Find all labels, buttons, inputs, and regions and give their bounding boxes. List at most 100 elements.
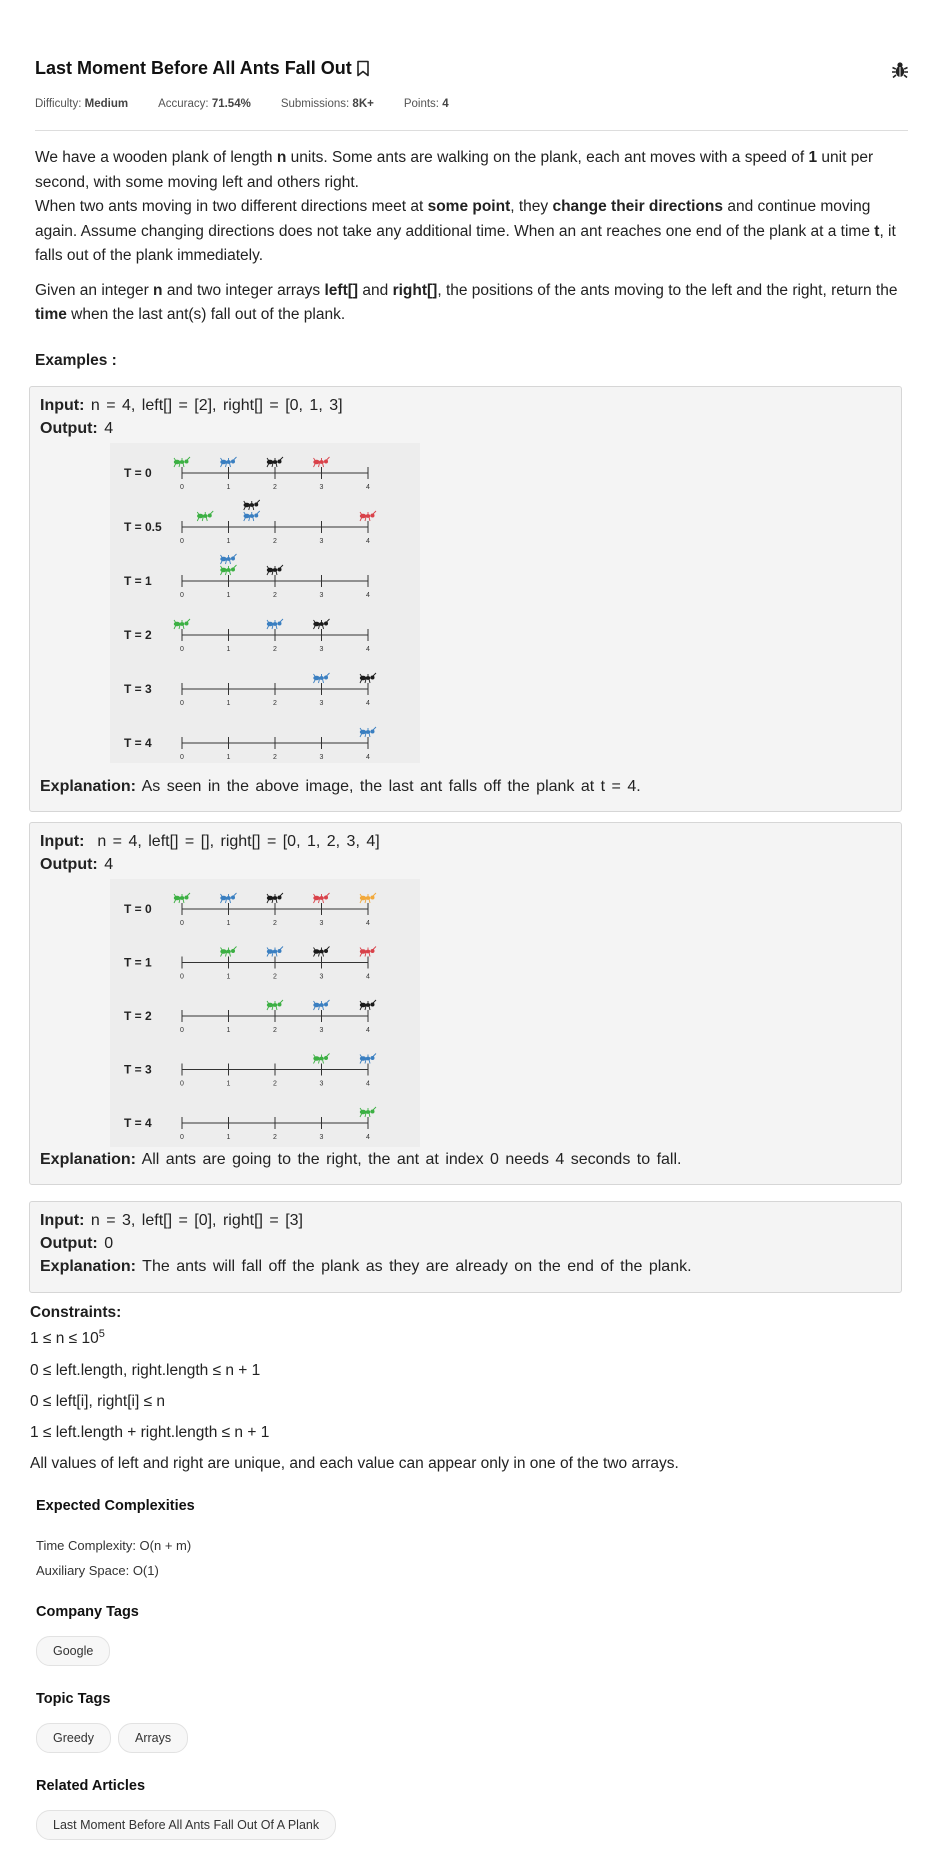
related-articles-heading: Related Articles — [36, 1778, 146, 1794]
topic-tag-greedy[interactable]: Greedy — [36, 1723, 111, 1753]
ex2-fig-ant-red — [313, 892, 330, 904]
example-2-explanation: Explanation: All ants are going to the r… — [40, 1151, 682, 1168]
ex2-fig-ant-blue — [266, 946, 284, 957]
ex1-fig-tick-label: 0 — [180, 700, 184, 707]
ex1-fig-row-label: T = 4 — [124, 736, 152, 750]
ex2-fig-row-label: T = 4 — [124, 1116, 152, 1130]
auxiliary-space: Auxiliary Space: O(1) — [36, 1563, 159, 1578]
ex1-fig-tick-label: 0 — [180, 592, 184, 599]
ex1-fig-ant-red — [359, 510, 377, 522]
ex2-fig-tick-label: 3 — [320, 920, 324, 927]
ex1-fig-ant-black — [243, 499, 261, 511]
divider — [35, 130, 908, 131]
ex2-fig-tick-label: 4 — [366, 1027, 370, 1034]
ex1-fig-tick-label: 4 — [366, 538, 370, 545]
example-1-explanation: Explanation: As seen in the above image,… — [40, 778, 641, 795]
ex2-fig-ant-blue — [359, 1053, 377, 1064]
problem-title: Last Moment Before All Ants Fall Out — [35, 58, 370, 79]
ex1-fig-tick-label: 2 — [273, 592, 277, 599]
ex2-fig-tick-label: 2 — [273, 1081, 277, 1088]
ex1-fig-tick-label: 4 — [366, 646, 370, 653]
accuracy: Accuracy: 71.54% — [158, 98, 251, 110]
ex1-fig-row-label: T = 0.5 — [124, 520, 162, 534]
constraints-heading: Constraints: — [30, 1304, 122, 1321]
ex1-fig-tick-label: 2 — [273, 754, 277, 761]
ex2-fig-row-label: T = 3 — [124, 1063, 152, 1077]
ex1-fig-tick-label: 2 — [273, 484, 277, 491]
desc-paragraph-2: When two ants moving in two different di… — [35, 198, 896, 264]
ex2-fig-tick-label: 4 — [366, 1134, 370, 1141]
ex2-fig-tick-label: 0 — [180, 920, 184, 927]
ex1-fig-tick-label: 1 — [227, 484, 231, 491]
bug-report-icon[interactable] — [890, 60, 910, 80]
ex1-fig-tick-label: 1 — [227, 592, 231, 599]
ex1-fig-row-label: T = 0 — [124, 466, 152, 480]
ex1-fig-tick-label: 3 — [320, 538, 324, 545]
ex1-fig-tick-label: 4 — [366, 592, 370, 599]
ex2-fig-tick-label: 2 — [273, 1134, 277, 1141]
example-3-input: Input: n = 3, left[] = [0], right[] = [3… — [40, 1212, 303, 1229]
ex2-fig-ant-green — [173, 892, 191, 904]
ex1-fig-ant-blue — [220, 553, 237, 565]
ex2-fig-tick-label: 2 — [273, 974, 277, 981]
ex2-fig-tick-label: 1 — [227, 1134, 231, 1141]
example-1-output: Output: 4 — [40, 420, 114, 437]
ex2-fig-tick-label: 0 — [180, 1081, 184, 1088]
ex1-fig-tick-label: 1 — [227, 700, 231, 707]
example-1-figure: T = 0 0 1 2 3 4 T = 0.5 0 1 2 3 4 T = 1 0 1 2 3 4 T = 2 0 1 2… — [110, 443, 420, 763]
ex1-fig-ant-black — [266, 456, 284, 468]
example-2-input: Input: n = 4, left[] = [], right[] = [0,… — [40, 833, 380, 850]
example-1: Input: n = 4, left[] = [2], right[] = [0… — [29, 386, 902, 812]
ex2-fig-ant-red — [359, 946, 377, 957]
ex2-fig-row-label: T = 0 — [124, 902, 152, 916]
example-2-figure: T = 0 0 1 2 3 4 T = 1 0 1 2 3 4 T = 2 0 1 2 3 4 T = 3 0 1 2 3 4… — [110, 879, 420, 1147]
ex1-fig-tick-label: 3 — [320, 484, 324, 491]
ex1-fig-ant-green — [173, 618, 191, 630]
ex1-fig-ant-red — [313, 456, 330, 468]
ex2-fig-ant-green — [220, 946, 237, 957]
ex1-fig-ant-black — [313, 618, 330, 630]
constraint-4: 1 ≤ left.length + right.length ≤ n + 1 — [30, 1424, 270, 1441]
points: Points: 4 — [403, 98, 449, 110]
ex1-fig-row-label: T = 1 — [124, 574, 152, 588]
ex1-fig-tick-label: 1 — [227, 538, 231, 545]
constraint-1: 1 ≤ n ≤ 105 — [30, 1328, 105, 1348]
ex1-fig-tick-label: 2 — [273, 700, 277, 707]
constraint-2: 0 ≤ left.length, right.length ≤ n + 1 — [30, 1362, 261, 1379]
ex2-fig-tick-label: 0 — [180, 974, 184, 981]
ex1-fig-tick-label: 1 — [227, 754, 231, 761]
company-tags-heading: Company Tags — [36, 1604, 139, 1620]
ex1-fig-tick-label: 1 — [227, 646, 231, 653]
ex1-fig-row-label: T = 2 — [124, 628, 152, 642]
ex1-fig-ant-blue — [359, 726, 377, 738]
ex2-fig-tick-label: 1 — [227, 974, 231, 981]
problem-title-text: Last Moment Before All Ants Fall Out — [35, 58, 352, 78]
ex2-fig-tick-label: 1 — [227, 920, 231, 927]
ex2-fig-ant-blue — [220, 892, 237, 904]
bookmark-icon[interactable] — [356, 60, 370, 77]
ex1-fig-tick-label: 3 — [320, 646, 324, 653]
ex1-fig-ant-blue — [243, 510, 261, 522]
ex1-fig-ant-blue — [266, 618, 284, 630]
example-2: Input: n = 4, left[] = [], right[] = [0,… — [29, 822, 902, 1185]
ex1-fig-tick-label: 4 — [366, 700, 370, 707]
submissions: Submissions: 8K+ — [280, 98, 374, 110]
ex1-fig-ant-blue — [220, 456, 237, 468]
title-row: Last Moment Before All Ants Fall Out — [35, 58, 910, 88]
ex2-fig-tick-label: 1 — [227, 1027, 231, 1034]
ex1-fig-tick-label: 3 — [320, 754, 324, 761]
ex1-fig-tick-label: 4 — [366, 754, 370, 761]
ex2-fig-tick-label: 1 — [227, 1081, 231, 1088]
problem-meta: Difficulty: Medium Accuracy: 71.54% Subm… — [35, 98, 449, 110]
ex1-fig-ant-green — [220, 564, 237, 576]
ex1-fig-tick-label: 0 — [180, 646, 184, 653]
ex2-fig-tick-label: 4 — [366, 1081, 370, 1088]
company-tag-google[interactable]: Google — [36, 1636, 111, 1666]
example-2-output: Output: 4 — [40, 856, 114, 873]
ex1-fig-ant-green — [196, 510, 214, 522]
ex2-fig-tick-label: 2 — [273, 1027, 277, 1034]
related-article-link[interactable]: Last Moment Before All Ants Fall Out Of … — [36, 1810, 337, 1840]
ex2-fig-ant-blue — [313, 999, 330, 1011]
ex2-fig-ant-orange — [359, 892, 377, 904]
topic-tag-arrays[interactable]: Arrays — [118, 1723, 189, 1753]
